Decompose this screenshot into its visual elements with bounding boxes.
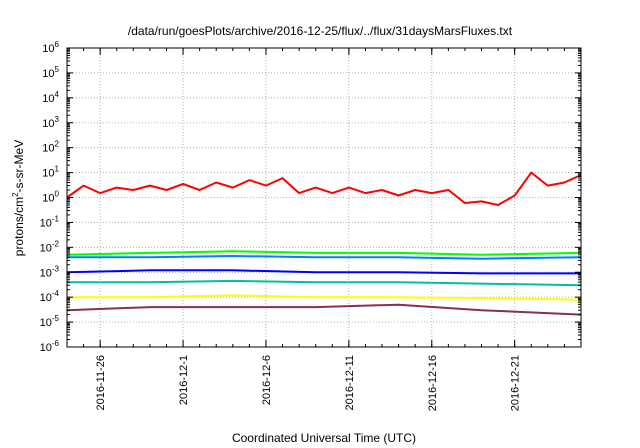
series-line-7 [66,303,582,316]
y-axis-label-part2: -s-sr-MeV [12,140,26,193]
chart-title: /data/run/goesPlots/archive/2016-12-25/f… [128,24,513,38]
x-axis-ticks: 2016-11-26 2016-12-1 2016-12-6 2016-12-11 20… [83,48,565,411]
x-axis-label: Coordinated Universal Time (UTC) [232,431,416,445]
x-tick-label: 2016-12-16 [427,355,439,411]
series-line-2 [66,250,582,256]
y-tick-label: 10-2 [40,239,60,254]
y-tick-base: 10 [40,342,52,354]
y-tick-label: 102 [42,140,59,155]
y-tick-label: 101 [42,165,59,180]
y-tick-base: 10 [42,118,54,130]
y-tick-base: 10 [42,68,54,80]
x-tick-label: 2016-11-26 [95,355,107,410]
y-tick-exponent: -5 [52,314,60,323]
y-tick-label: 10-4 [40,289,60,304]
series-line-3 [67,255,582,260]
y-tick-base: 10 [42,193,54,205]
y-tick-label: 10-6 [40,339,60,354]
y-axis-label-part1: protons/cm [12,197,26,256]
y-tick-exponent: 6 [55,40,60,49]
y-tick-base: 10 [42,43,54,55]
y-tick-label: 10-1 [40,214,60,229]
y-tick-exponent: 5 [55,65,60,74]
y-tick-exponent: -4 [52,289,60,298]
y-tick-base: 10 [40,242,52,254]
y-tick-base: 10 [42,168,54,180]
y-tick-base: 10 [40,217,52,229]
y-tick-base: 10 [42,143,54,155]
y-tick-label: 10-5 [40,314,60,329]
y-axis-ticks: 10-610-510-410-310-210-11001011021031041… [40,40,581,354]
y-tick-label: 104 [42,90,59,105]
y-axis-label: protons/cm2-s-sr-MeV [11,140,26,256]
x-tick-label: 2016-12-6 [261,355,273,405]
y-tick-base: 10 [40,317,52,329]
y-tick-exponent: -3 [52,264,60,273]
y-tick-exponent: -2 [52,239,60,248]
y-tick-label: 106 [42,40,59,55]
y-axis-label-superscript: 2 [11,192,20,197]
series-lines [66,171,582,316]
y-tick-base: 10 [42,93,54,105]
x-tick-label: 2016-12-1 [178,355,190,405]
x-tick-label: 2016-12-21 [510,355,522,411]
y-tick-label: 103 [42,115,59,130]
y-tick-exponent: 0 [55,190,60,199]
y-tick-base: 10 [40,292,52,304]
series-line-5 [67,279,582,287]
y-tick-exponent: 1 [55,165,60,174]
series-line-6 [67,294,582,301]
y-tick-exponent: 4 [55,90,60,99]
x-tick-label: 2016-12-11 [344,355,356,410]
series-line-4 [66,269,581,275]
y-tick-label: 100 [42,190,59,205]
y-tick-base: 10 [40,267,52,279]
y-tick-label: 10-3 [40,264,60,279]
y-tick-label: 105 [42,65,59,80]
series-line-1 [66,171,582,206]
y-tick-exponent: 2 [55,140,60,149]
y-tick-exponent: -6 [52,339,60,348]
y-tick-exponent: -1 [52,214,60,223]
y-tick-exponent: 3 [55,115,60,124]
